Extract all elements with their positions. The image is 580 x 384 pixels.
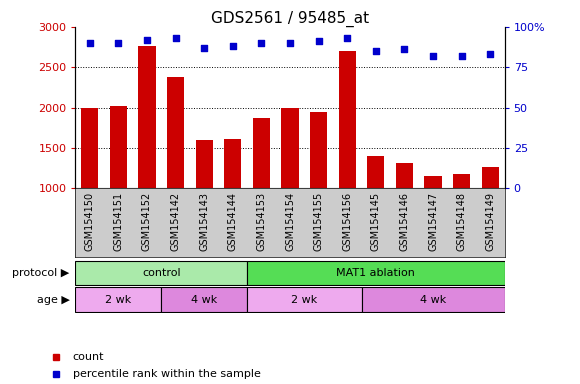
Text: GSM154148: GSM154148 xyxy=(456,192,467,251)
Point xyxy=(85,40,95,46)
Text: GSM154146: GSM154146 xyxy=(400,192,409,251)
Text: count: count xyxy=(73,352,104,362)
Text: 2 wk: 2 wk xyxy=(105,295,132,305)
Text: GSM154142: GSM154142 xyxy=(171,192,180,251)
Text: age ▶: age ▶ xyxy=(37,295,70,305)
Point xyxy=(400,46,409,53)
Point xyxy=(485,51,495,57)
Point xyxy=(114,40,123,46)
Bar xyxy=(110,106,127,269)
Bar xyxy=(247,260,505,285)
Point xyxy=(285,40,295,46)
Text: control: control xyxy=(142,268,180,278)
Text: percentile rank within the sample: percentile rank within the sample xyxy=(73,369,261,379)
Bar xyxy=(453,174,470,269)
Point xyxy=(228,43,237,49)
Point xyxy=(142,37,151,43)
Bar xyxy=(281,108,299,269)
Text: GSM154153: GSM154153 xyxy=(256,192,266,251)
Point xyxy=(457,53,466,59)
Text: protocol ▶: protocol ▶ xyxy=(12,268,70,278)
Bar xyxy=(367,156,385,269)
Text: GSM154150: GSM154150 xyxy=(85,192,95,251)
Point xyxy=(429,53,438,59)
Text: 2 wk: 2 wk xyxy=(291,295,317,305)
Text: GSM154149: GSM154149 xyxy=(485,192,495,251)
Bar xyxy=(396,163,413,269)
Text: GSM154154: GSM154154 xyxy=(285,192,295,251)
Bar xyxy=(361,287,505,312)
Text: MAT1 ablation: MAT1 ablation xyxy=(336,268,415,278)
Bar xyxy=(81,108,98,269)
Point xyxy=(343,35,352,41)
Point xyxy=(257,40,266,46)
Bar xyxy=(195,140,213,269)
Bar xyxy=(75,287,161,312)
Bar xyxy=(425,176,441,269)
Title: GDS2561 / 95485_at: GDS2561 / 95485_at xyxy=(211,11,369,27)
Text: 4 wk: 4 wk xyxy=(191,295,218,305)
Bar xyxy=(167,77,184,269)
Bar xyxy=(253,118,270,269)
Text: GSM154152: GSM154152 xyxy=(142,192,152,251)
Point xyxy=(171,35,180,41)
Bar xyxy=(482,167,499,269)
Bar xyxy=(75,260,247,285)
Bar xyxy=(139,46,155,269)
Point xyxy=(314,38,323,45)
Bar xyxy=(339,51,356,269)
Point xyxy=(371,48,380,54)
Text: GSM154144: GSM154144 xyxy=(228,192,238,251)
Bar xyxy=(310,111,327,269)
Bar xyxy=(224,139,241,269)
Point xyxy=(200,45,209,51)
Text: 4 wk: 4 wk xyxy=(420,295,446,305)
Bar xyxy=(161,287,247,312)
Text: GSM154156: GSM154156 xyxy=(342,192,352,251)
Text: GSM154155: GSM154155 xyxy=(314,192,324,251)
Text: GSM154143: GSM154143 xyxy=(199,192,209,251)
Bar xyxy=(247,287,361,312)
Text: GSM154145: GSM154145 xyxy=(371,192,381,251)
Text: GSM154147: GSM154147 xyxy=(428,192,438,251)
Text: GSM154151: GSM154151 xyxy=(113,192,124,251)
